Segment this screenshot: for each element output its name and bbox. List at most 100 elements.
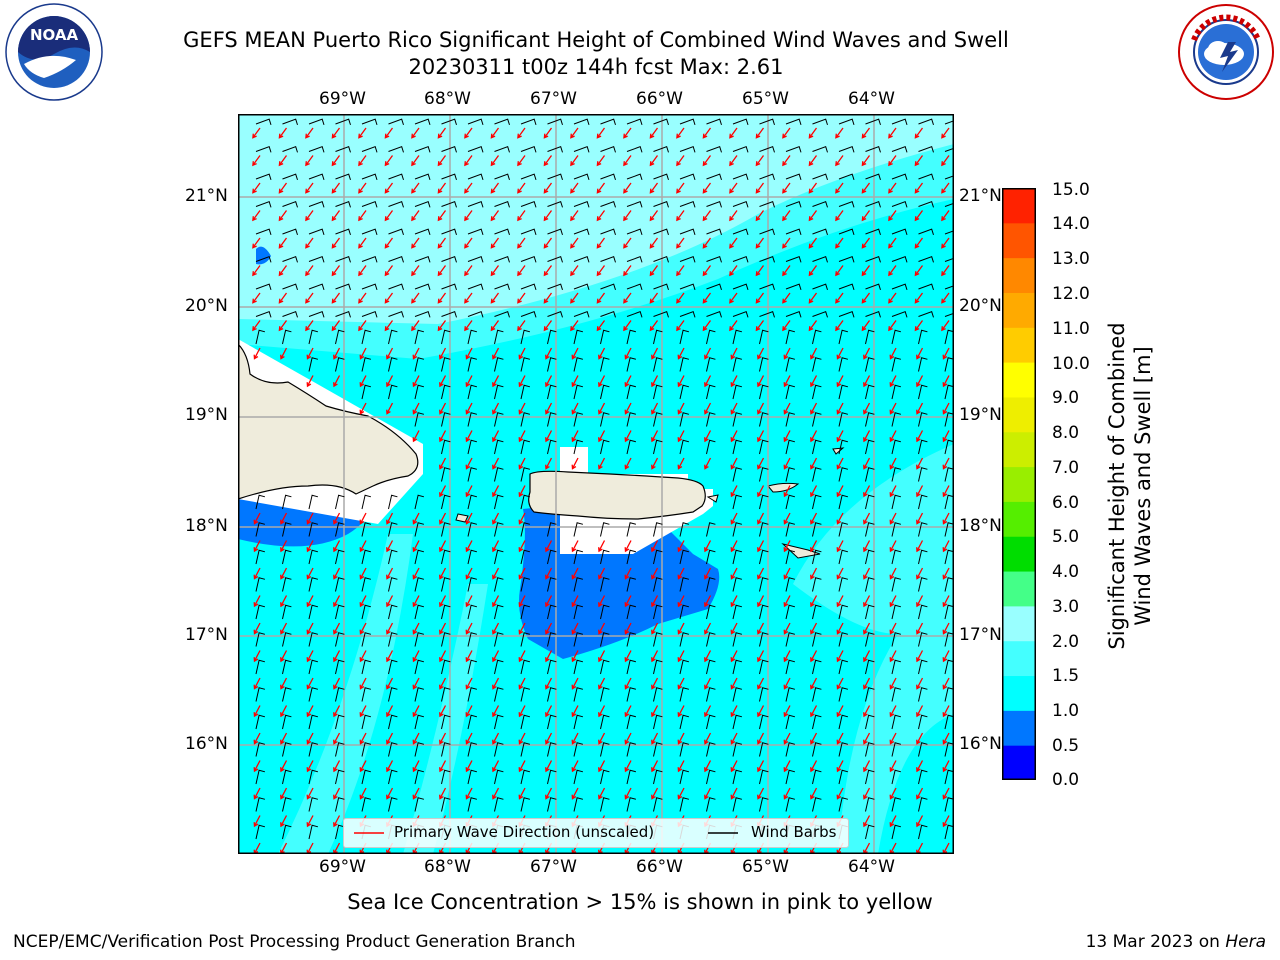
wave-direction-arrow bbox=[437, 155, 447, 167]
wind-barb bbox=[467, 714, 478, 730]
wave-direction-arrow bbox=[782, 182, 791, 194]
wind-barb bbox=[282, 173, 298, 181]
wave-direction-arrow bbox=[649, 127, 659, 139]
wave-direction-arrow bbox=[835, 265, 844, 277]
wind-barb bbox=[547, 412, 557, 427]
wind-barb bbox=[944, 632, 954, 647]
wave-direction-arrow bbox=[359, 402, 367, 415]
wind-barb bbox=[547, 577, 557, 592]
wave-direction-arrow bbox=[941, 155, 950, 167]
wind-barb bbox=[441, 384, 451, 400]
wind-barb bbox=[335, 522, 345, 537]
wave-direction-arrow bbox=[729, 155, 738, 167]
wind-barb bbox=[600, 256, 616, 263]
wave-direction-arrow bbox=[437, 127, 447, 139]
wind-barb bbox=[759, 146, 775, 153]
wind-barb bbox=[759, 549, 769, 565]
wind-barb bbox=[361, 201, 378, 208]
wind-barb bbox=[944, 714, 954, 730]
wave-direction-arrow bbox=[333, 512, 341, 525]
lat-label: 16°N bbox=[185, 734, 228, 754]
wind-barb bbox=[414, 687, 425, 702]
wave-direction-arrow bbox=[518, 457, 526, 470]
wave-direction-arrow bbox=[863, 650, 871, 663]
wave-direction-arrow bbox=[278, 127, 288, 139]
wind-barb bbox=[785, 118, 802, 126]
wave-direction-arrow bbox=[411, 182, 420, 194]
wind-barb bbox=[361, 522, 372, 537]
wind-barb bbox=[467, 283, 484, 291]
wave-direction-arrow bbox=[517, 320, 526, 332]
wave-direction-arrow bbox=[252, 320, 261, 332]
wind-barb bbox=[732, 659, 743, 675]
wind-barb bbox=[891, 522, 902, 537]
wave-direction-arrow bbox=[810, 650, 818, 663]
wave-direction-arrow bbox=[412, 595, 420, 608]
wind-barb bbox=[759, 311, 775, 318]
wind-barb bbox=[891, 201, 908, 208]
wind-barb bbox=[547, 439, 557, 455]
wave-direction-arrow bbox=[384, 292, 394, 304]
wind-barb bbox=[944, 577, 954, 592]
wind-barb bbox=[732, 283, 749, 291]
wind-barb bbox=[255, 769, 266, 785]
wind-barb bbox=[467, 412, 478, 427]
wave-direction-arrow bbox=[757, 595, 765, 608]
wave-direction-arrow bbox=[492, 567, 500, 580]
wind-barb bbox=[414, 384, 425, 400]
wind-barb bbox=[865, 604, 875, 620]
wave-direction-arrow bbox=[280, 622, 288, 635]
wave-direction-arrow bbox=[571, 567, 579, 580]
wave-direction-arrow bbox=[359, 622, 367, 635]
wind-barb bbox=[414, 311, 431, 318]
wave-direction-arrow bbox=[464, 127, 473, 139]
wave-direction-arrow bbox=[730, 622, 738, 635]
wind-barb bbox=[414, 797, 425, 812]
wave-direction-arrow bbox=[411, 292, 420, 304]
wave-direction-arrow bbox=[914, 210, 924, 222]
wave-direction-arrow bbox=[942, 595, 950, 608]
wind-barb bbox=[706, 329, 716, 345]
wave-direction-arrow bbox=[677, 375, 685, 388]
wave-direction-arrow bbox=[783, 677, 791, 690]
wind-barb bbox=[918, 201, 934, 208]
wind-barb bbox=[838, 439, 849, 455]
wave-direction-arrow bbox=[492, 457, 500, 470]
wind-barb bbox=[785, 604, 796, 620]
wind-barb bbox=[573, 256, 590, 263]
wind-barb bbox=[679, 742, 690, 757]
wind-barb bbox=[732, 173, 749, 181]
wave-direction-arrow bbox=[624, 430, 632, 443]
wave-direction-arrow bbox=[651, 760, 659, 773]
wave-direction-arrow bbox=[623, 155, 632, 167]
wave-direction-arrow bbox=[836, 402, 844, 415]
wave-direction-arrow bbox=[836, 677, 844, 690]
wind-barb bbox=[414, 604, 425, 620]
wave-direction-arrow bbox=[863, 705, 871, 718]
map-frame bbox=[238, 114, 954, 854]
wave-direction-arrow bbox=[492, 595, 500, 608]
wave-direction-arrow bbox=[331, 210, 341, 222]
wind-barb bbox=[706, 687, 716, 702]
wind-barb bbox=[759, 228, 775, 236]
wave-direction-arrow bbox=[545, 650, 553, 663]
wave-direction-arrow bbox=[518, 705, 526, 718]
wave-direction-arrow bbox=[757, 760, 765, 773]
wind-barb bbox=[388, 769, 398, 785]
wave-direction-arrow bbox=[888, 265, 897, 277]
wind-barb bbox=[732, 357, 743, 372]
wave-direction-arrow bbox=[916, 540, 924, 553]
wind-barb bbox=[361, 311, 378, 318]
wave-direction-arrow bbox=[596, 210, 606, 222]
wind-barb bbox=[865, 687, 875, 702]
wave-direction-legend-label: Primary Wave Direction (unscaled) bbox=[394, 823, 655, 841]
wind-barb bbox=[573, 118, 590, 126]
wind-barb bbox=[679, 797, 690, 812]
wind-barb bbox=[759, 494, 769, 510]
wave-direction-arrow bbox=[464, 182, 473, 194]
wind-barb bbox=[308, 742, 319, 757]
wind-barb bbox=[335, 714, 345, 730]
colorbar-label-line1: Significant Height of Combined bbox=[1105, 322, 1129, 650]
wave-direction-arrow bbox=[331, 127, 341, 139]
wave-direction-arrow bbox=[755, 320, 765, 332]
